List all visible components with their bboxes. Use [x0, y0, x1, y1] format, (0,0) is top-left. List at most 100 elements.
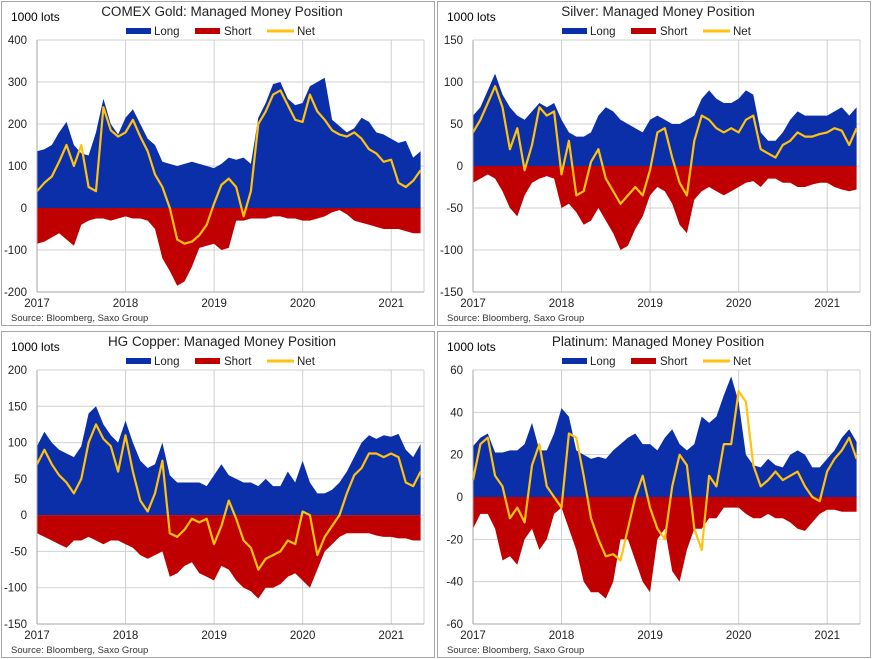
legend-swatch-long [126, 358, 151, 364]
x-tick-label: 2019 [201, 298, 227, 310]
chart-title: HG Copper: Managed Money Position [108, 334, 336, 349]
y-tick-label: 100 [8, 161, 27, 173]
series-net-line [36, 89, 422, 245]
x-tick-label: 2017 [24, 298, 50, 310]
legend-swatch-long [126, 28, 151, 34]
y-tick-label: -150 [440, 287, 463, 299]
series-net-line [472, 85, 858, 205]
copper-chart-panel: 1000 lots HG Copper: Managed Money Positi… [1, 331, 435, 658]
y-tick-label: 0 [457, 161, 463, 173]
y-tick-label: -20 [446, 534, 463, 546]
silver-chart-panel: 1000 lots Silver: Managed Money Position L… [437, 1, 871, 326]
legend-label-short: Short [224, 356, 252, 368]
legend-label-long: Long [154, 356, 180, 368]
x-tick-label: 2017 [460, 630, 486, 642]
x-tick-label: 2020 [726, 298, 752, 310]
x-tick-label: 2017 [24, 630, 50, 642]
legend-label-long: Long [154, 26, 180, 38]
x-tick-label: 2019 [637, 298, 663, 310]
unit-label: 1000 lots [11, 10, 60, 24]
y-tick-label: -200 [4, 287, 27, 299]
y-tick-label: 60 [450, 365, 463, 377]
unit-label: 1000 lots [11, 340, 60, 354]
legend-swatch-short [195, 28, 220, 34]
platinum-chart-panel: 1000 lots Platinum: Managed Money Positio… [437, 331, 871, 658]
series-short-area [473, 166, 857, 250]
legend-label-net: Net [297, 356, 316, 368]
x-tick-label: 2020 [290, 298, 316, 310]
y-tick-label: 40 [450, 407, 463, 419]
x-tick-label: 2018 [113, 630, 139, 642]
y-tick-label: -100 [4, 583, 27, 595]
chart-title: Silver: Managed Money Position [561, 4, 755, 19]
source-note: Source: Bloomberg, Saxo Group [447, 313, 584, 324]
series-short-area [473, 497, 857, 599]
y-tick-label: 0 [21, 203, 27, 215]
legend-label-long: Long [590, 26, 616, 38]
x-tick-label: 2021 [814, 298, 840, 310]
legend-swatch-short [195, 358, 220, 364]
chart-title: Platinum: Managed Money Position [552, 334, 764, 349]
x-tick-label: 2017 [460, 298, 486, 310]
source-note: Source: Bloomberg, Saxo Group [11, 645, 148, 656]
y-tick-label: -50 [446, 203, 463, 215]
series-long-area [473, 376, 857, 497]
chart-title: COMEX Gold: Managed Money Position [101, 4, 343, 19]
x-tick-label: 2018 [549, 298, 575, 310]
legend: Long Short Net [562, 26, 752, 38]
y-tick-label: 400 [8, 35, 27, 47]
silver-chart: 1000 lots Silver: Managed Money Position L… [440, 4, 861, 324]
series-short-area [37, 208, 421, 286]
y-tick-label: 150 [8, 401, 27, 413]
y-tick-label: -100 [4, 245, 27, 257]
y-tick-label: -150 [4, 619, 27, 631]
legend: Long Short Net [126, 356, 316, 368]
gold-chart-panel: 1000 lots COMEX Gold: Managed Money Posit… [1, 1, 435, 326]
series-long-area [37, 406, 421, 516]
unit-label: 1000 lots [447, 10, 496, 24]
y-tick-label: 50 [450, 119, 463, 131]
legend-label-short: Short [660, 26, 688, 38]
source-note: Source: Bloomberg, Saxo Group [447, 645, 584, 656]
y-tick-label: 20 [450, 450, 463, 462]
x-tick-label: 2021 [378, 630, 404, 642]
unit-label: 1000 lots [447, 340, 496, 354]
x-tick-label: 2021 [814, 630, 840, 642]
series-net-line [471, 390, 858, 562]
legend-swatch-short [631, 28, 656, 34]
source-note: Source: Bloomberg, Saxo Group [11, 313, 148, 324]
legend-label-long: Long [590, 356, 616, 368]
x-tick-label: 2020 [290, 630, 316, 642]
legend-swatch-long [562, 358, 587, 364]
y-tick-label: 200 [8, 119, 27, 131]
y-tick-label: 100 [444, 77, 463, 89]
legend-swatch-short [631, 358, 656, 364]
legend: Long Short Net [562, 356, 752, 368]
y-tick-label: 200 [8, 365, 27, 377]
x-tick-label: 2018 [113, 298, 139, 310]
series-net-line [36, 423, 422, 571]
series-short-area [37, 515, 421, 599]
gold-chart: 1000 lots COMEX Gold: Managed Money Posit… [4, 4, 425, 324]
legend: Long Short Net [126, 26, 316, 38]
legend-label-net: Net [733, 356, 752, 368]
x-tick-label: 2019 [201, 630, 227, 642]
legend-label-net: Net [297, 26, 316, 38]
y-tick-label: 150 [444, 35, 463, 47]
y-tick-label: -50 [10, 546, 27, 558]
legend-label-short: Short [224, 26, 252, 38]
series-long-area [37, 77, 421, 208]
y-tick-label: -60 [446, 619, 463, 631]
x-tick-label: 2020 [726, 630, 752, 642]
y-tick-label: -100 [440, 245, 463, 257]
y-tick-label: 50 [14, 474, 27, 486]
y-tick-label: 0 [21, 510, 27, 522]
y-tick-label: 100 [8, 438, 27, 450]
y-tick-label: -40 [446, 577, 463, 589]
x-tick-label: 2021 [378, 298, 404, 310]
x-tick-label: 2018 [549, 630, 575, 642]
y-tick-label: 300 [8, 77, 27, 89]
platinum-chart: 1000 lots Platinum: Managed Money Positio… [446, 334, 861, 656]
legend-swatch-long [562, 28, 587, 34]
legend-label-short: Short [660, 356, 688, 368]
